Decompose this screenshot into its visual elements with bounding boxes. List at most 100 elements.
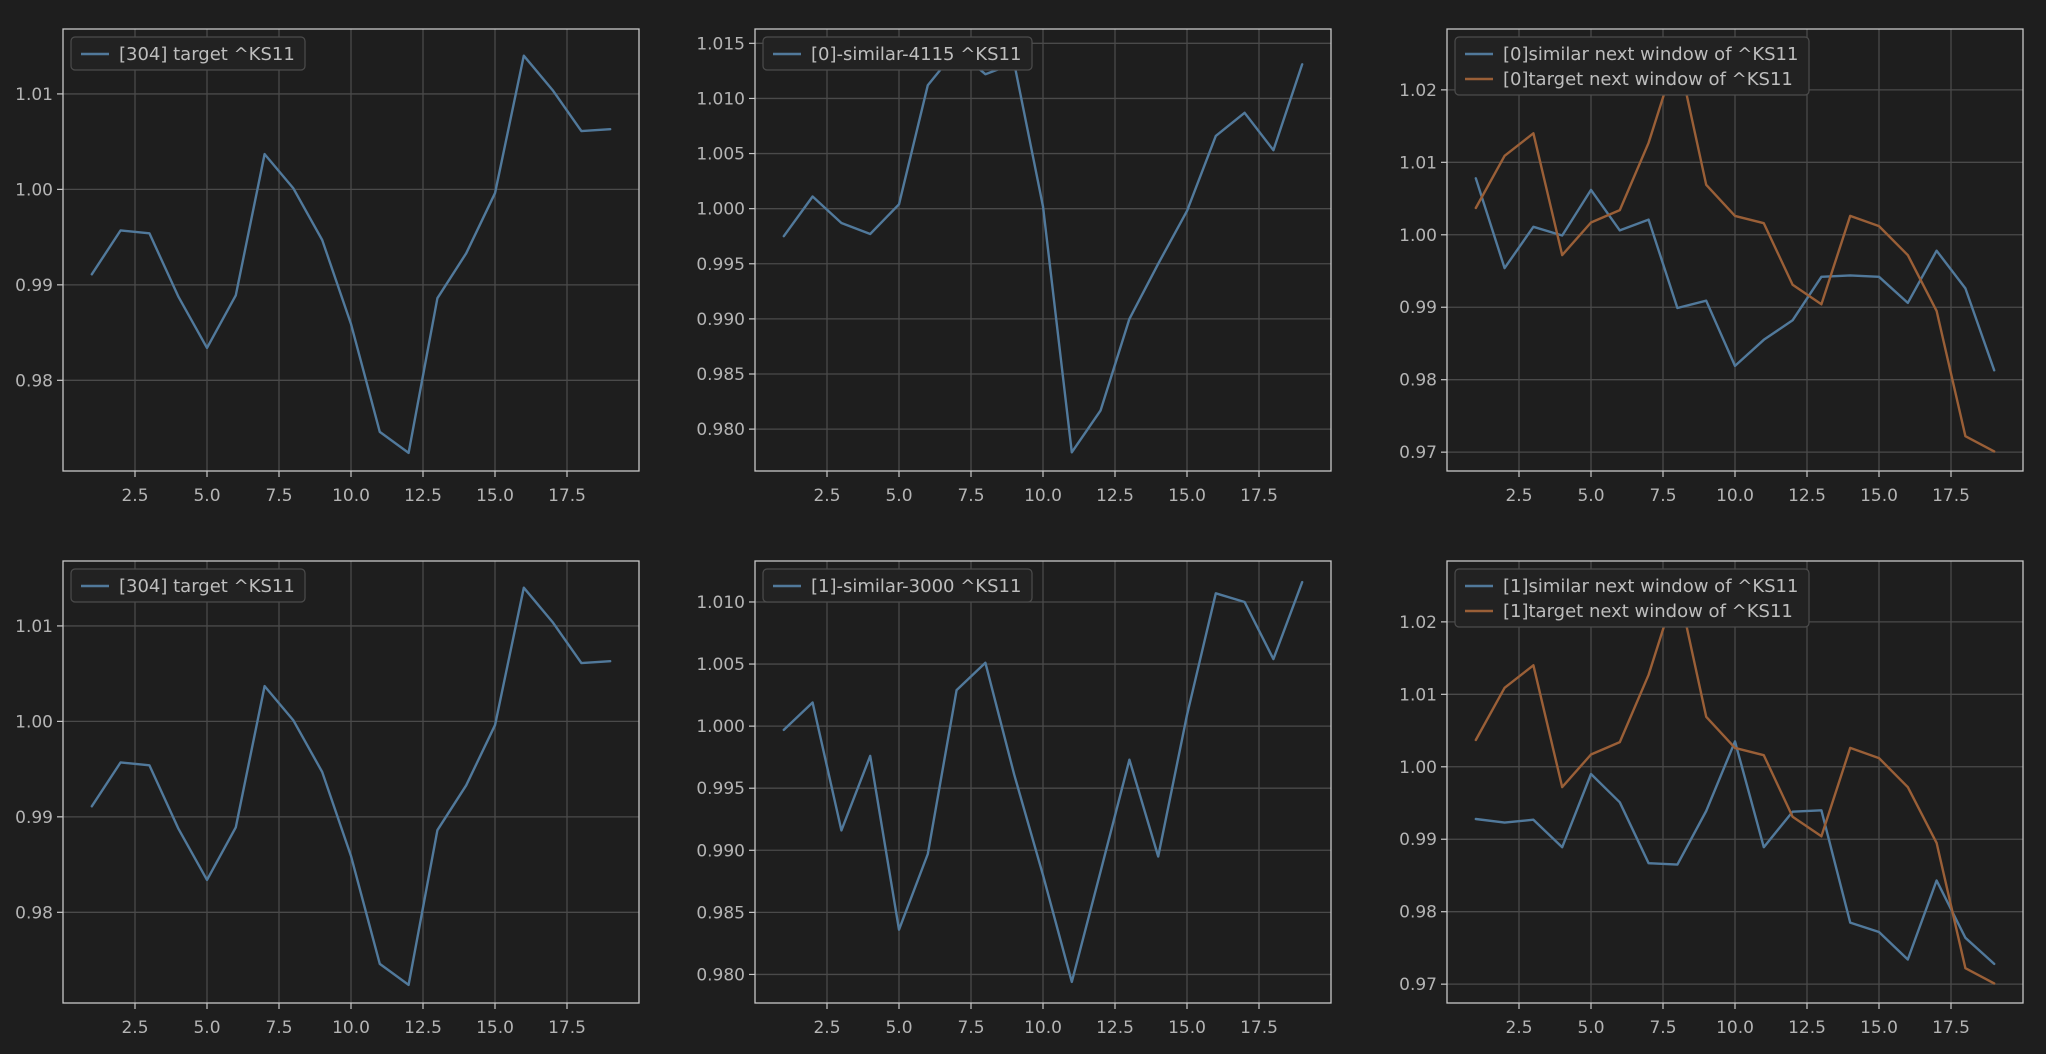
y-tick-label: 1.000 xyxy=(696,200,745,220)
series-line-1 xyxy=(90,54,612,455)
x-tick-label: 7.5 xyxy=(1649,486,1676,506)
legend-frame xyxy=(70,568,306,603)
legend-frame xyxy=(70,36,306,71)
legend: [0]-similar-4115 ^KS11 xyxy=(762,36,1033,71)
y-tick-label: 0.97 xyxy=(1399,443,1437,463)
y-tick-label: 0.98 xyxy=(15,371,53,391)
legend-label: [1]similar next window of ^KS11 xyxy=(1503,576,1798,597)
x-tick-label: 5.0 xyxy=(885,486,912,506)
y-tick-label: 1.01 xyxy=(15,85,53,105)
series-line-2 xyxy=(1474,51,1996,453)
y-tick-label: 0.98 xyxy=(1399,371,1437,391)
series-line-1 xyxy=(1474,177,1996,372)
chart-panel-5: 2.5 5.0 7.5 10.0 12.5 15.0 17.5 0.980 0.985 0.990… xyxy=(696,560,1332,1038)
y-tick-label: 0.980 xyxy=(696,420,745,440)
x-tick-label: 12.5 xyxy=(404,486,442,506)
x-tick-label: 12.5 xyxy=(1788,486,1826,506)
y-tick-label: 0.985 xyxy=(696,903,745,923)
chart-panel-6: 2.5 5.0 7.5 10.0 12.5 15.0 17.5 0.97 0.98 0.99 1.0… xyxy=(1399,560,2024,1038)
y-tick-label: 1.010 xyxy=(696,89,745,109)
y-tick-label: 1.01 xyxy=(1399,685,1437,705)
y-tick-label: 1.000 xyxy=(696,717,745,737)
legend-label: [1]-similar-3000 ^KS11 xyxy=(811,576,1021,597)
y-tick-label: 1.00 xyxy=(1399,758,1437,778)
series-line-1 xyxy=(782,580,1304,984)
y-tick-label: 1.015 xyxy=(696,34,745,54)
x-tick-label: 5.0 xyxy=(193,1018,220,1038)
x-tick-label: 15.0 xyxy=(1860,486,1898,506)
legend: [1]-similar-3000 ^KS11 xyxy=(762,568,1033,603)
chart-panel-4: 2.5 5.0 7.5 10.0 12.5 15.0 17.5 0.98 0.99 1.00 1.0… xyxy=(15,560,640,1038)
y-tick-label: 1.00 xyxy=(1399,226,1437,246)
x-tick-label: 12.5 xyxy=(1096,1018,1134,1038)
legend-label: [304] target ^KS11 xyxy=(119,576,295,597)
y-tick-label: 0.97 xyxy=(1399,975,1437,995)
x-tick-label: 15.0 xyxy=(476,1018,514,1038)
y-tick-label: 0.980 xyxy=(696,965,745,985)
legend-frame xyxy=(762,568,1033,603)
y-tick-label: 1.01 xyxy=(1399,153,1437,173)
series-line-1 xyxy=(1474,740,1996,966)
y-tick-label: 0.995 xyxy=(696,255,745,275)
x-tick-label: 5.0 xyxy=(885,1018,912,1038)
y-tick-label: 1.010 xyxy=(696,593,745,613)
x-tick-label: 5.0 xyxy=(193,486,220,506)
x-tick-label: 10.0 xyxy=(332,1018,370,1038)
legend-label: [0]similar next window of ^KS11 xyxy=(1503,44,1798,65)
legend: [0]similar next window of ^KS11 [0]target… xyxy=(1454,36,1810,96)
x-tick-label: 17.5 xyxy=(1932,486,1970,506)
y-tick-label: 1.005 xyxy=(696,145,745,165)
y-tick-label: 1.00 xyxy=(15,180,53,200)
legend: [304] target ^KS11 xyxy=(70,568,306,603)
y-tick-label: 0.995 xyxy=(696,779,745,799)
x-tick-label: 17.5 xyxy=(1240,486,1278,506)
y-tick-label: 0.98 xyxy=(1399,903,1437,923)
x-tick-label: 12.5 xyxy=(1788,1018,1826,1038)
legend-frame xyxy=(762,36,1033,71)
y-tick-label: 0.985 xyxy=(696,365,745,385)
x-tick-label: 2.5 xyxy=(121,486,148,506)
x-tick-label: 2.5 xyxy=(1505,486,1532,506)
x-tick-label: 7.5 xyxy=(265,486,292,506)
chart-panel-1: 2.5 5.0 7.5 10.0 12.5 15.0 17.5 0.98 0.99 1.00 1.0… xyxy=(15,28,640,506)
y-tick-label: 0.99 xyxy=(15,808,53,828)
y-tick-label: 1.01 xyxy=(15,617,53,637)
x-tick-label: 12.5 xyxy=(1096,486,1134,506)
x-tick-label: 10.0 xyxy=(1716,1018,1754,1038)
legend-frame xyxy=(1454,568,1810,628)
x-tick-label: 15.0 xyxy=(476,486,514,506)
series-line-1 xyxy=(90,586,612,987)
y-tick-label: 1.02 xyxy=(1399,613,1437,633)
y-tick-label: 0.990 xyxy=(696,841,745,861)
y-tick-label: 0.99 xyxy=(1399,298,1437,318)
y-tick-label: 0.98 xyxy=(15,903,53,923)
legend: [1]similar next window of ^KS11 [1]target… xyxy=(1454,568,1810,628)
x-tick-label: 10.0 xyxy=(1716,486,1754,506)
x-tick-label: 15.0 xyxy=(1860,1018,1898,1038)
x-tick-label: 7.5 xyxy=(957,486,984,506)
y-tick-label: 1.005 xyxy=(696,655,745,675)
x-tick-label: 2.5 xyxy=(121,1018,148,1038)
x-tick-label: 5.0 xyxy=(1577,1018,1604,1038)
x-tick-label: 15.0 xyxy=(1168,1018,1206,1038)
x-tick-label: 2.5 xyxy=(1505,1018,1532,1038)
legend-label: [0]-similar-4115 ^KS11 xyxy=(811,44,1021,65)
series-line-1 xyxy=(782,48,1304,454)
x-tick-label: 10.0 xyxy=(332,486,370,506)
x-tick-label: 10.0 xyxy=(1024,486,1062,506)
x-tick-label: 17.5 xyxy=(548,1018,586,1038)
x-tick-label: 17.5 xyxy=(1240,1018,1278,1038)
y-tick-label: 1.02 xyxy=(1399,81,1437,101)
y-tick-label: 1.00 xyxy=(15,712,53,732)
x-tick-label: 7.5 xyxy=(957,1018,984,1038)
y-tick-label: 0.99 xyxy=(15,276,53,296)
series-line-2 xyxy=(1474,583,1996,985)
chart-panel-2: 2.5 5.0 7.5 10.0 12.5 15.0 17.5 0.980 0.985 0.990… xyxy=(696,28,1332,506)
y-tick-label: 0.99 xyxy=(1399,830,1437,850)
x-tick-label: 7.5 xyxy=(265,1018,292,1038)
legend: [304] target ^KS11 xyxy=(70,36,306,71)
x-tick-label: 10.0 xyxy=(1024,1018,1062,1038)
y-tick-label: 0.990 xyxy=(696,310,745,330)
x-tick-label: 7.5 xyxy=(1649,1018,1676,1038)
